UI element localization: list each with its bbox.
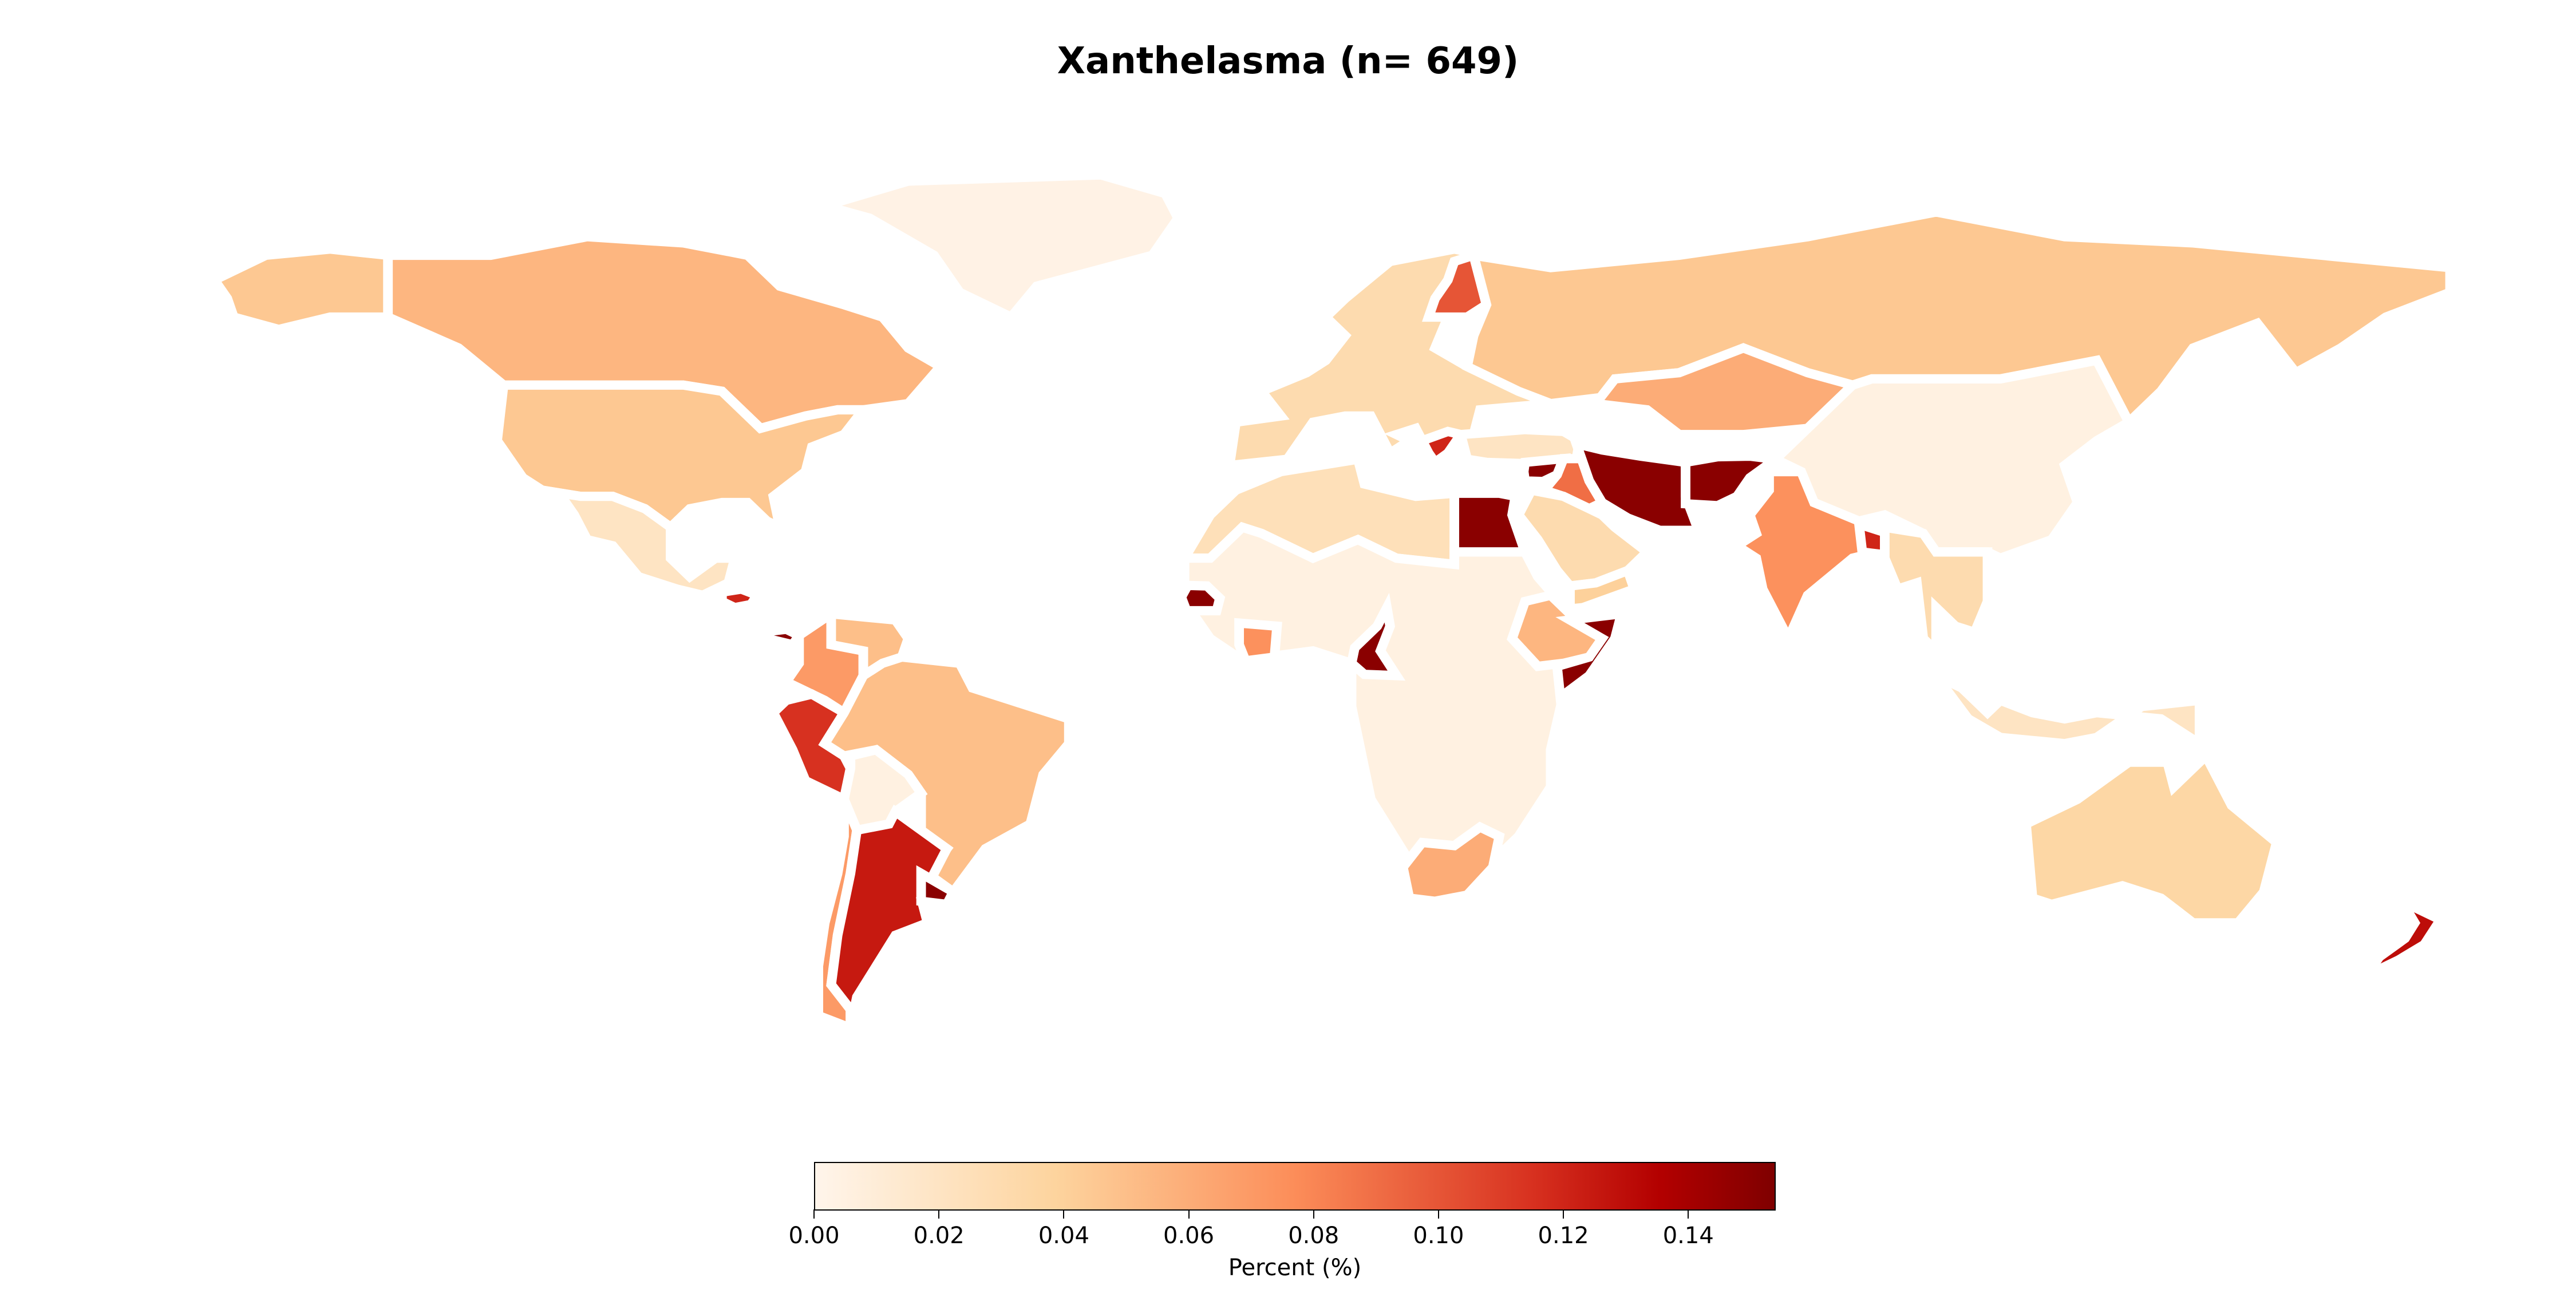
region-somalia	[1552, 608, 1628, 706]
region-panama	[750, 624, 807, 650]
colorbar-tick-label: 0.06	[1163, 1223, 1215, 1249]
region-greece	[1415, 426, 1469, 469]
region-south-africa	[1397, 821, 1505, 906]
region-senegal	[1176, 580, 1226, 616]
colorbar-tick-mark	[938, 1209, 940, 1219]
colorbar-tick-mark	[1313, 1209, 1314, 1219]
colorbar-tick-label: 0.04	[1038, 1223, 1089, 1249]
colorbar-tick-mark	[1563, 1209, 1564, 1219]
colorbar-tick-mark	[1437, 1209, 1439, 1219]
colorbar-tick-label: 0.14	[1662, 1223, 1714, 1249]
colorbar-tick-label: 0.02	[913, 1223, 965, 1249]
colorbar-tick-label: 0.08	[1288, 1223, 1340, 1249]
colorbar-label: Percent (%)	[1228, 1255, 1362, 1281]
region-cameroon	[1346, 592, 1406, 681]
colorbar-tick-label: 0.10	[1413, 1223, 1464, 1249]
colorbar-tick-label: 0.00	[788, 1223, 840, 1249]
colorbar-tick-mark	[1188, 1209, 1190, 1219]
region-uruguay	[916, 865, 960, 909]
colorbar-tick-label: 0.12	[1538, 1223, 1589, 1249]
region-afghanistan	[1681, 451, 1788, 511]
region-ivory-coast	[1234, 618, 1282, 666]
region-argentina	[826, 804, 953, 1029]
region-indonesia	[1901, 653, 2204, 753]
region-yemen	[1565, 564, 1641, 614]
region-southeast-asia	[1880, 521, 1993, 662]
region-australia	[2021, 748, 2282, 928]
colorbar-tick-mark	[1688, 1209, 1689, 1219]
region-china	[1767, 355, 2135, 564]
region-greenland	[808, 170, 1184, 323]
region-egypt	[1449, 488, 1532, 557]
colorbar-gradient	[814, 1162, 1776, 1211]
colorbar-tick-mark	[1063, 1209, 1065, 1219]
page-title: Xanthelasma (n= 649)	[1057, 40, 1519, 82]
colorbar-tick-mark	[813, 1209, 815, 1219]
colorbar: 0.00 0.02 0.04 0.06 0.08 0.10 0.12 0.14	[788, 1162, 1776, 1249]
choropleth-map	[207, 170, 2450, 1035]
region-iran	[1568, 437, 1706, 535]
region-alaska	[207, 244, 393, 334]
region-honduras	[717, 584, 765, 613]
region-new-zealand	[2352, 890, 2448, 988]
region-mexico	[540, 485, 741, 600]
